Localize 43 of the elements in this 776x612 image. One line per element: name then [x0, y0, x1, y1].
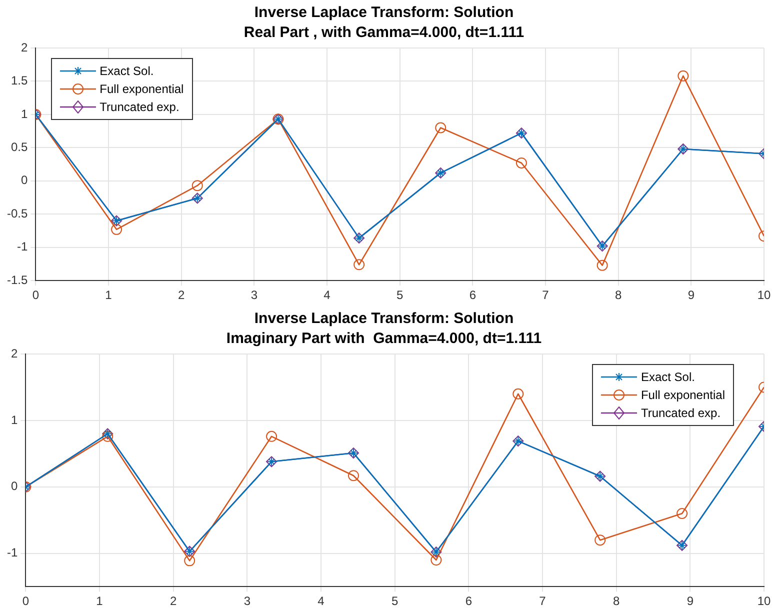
chart-title: Inverse Laplace Transform: Solution	[254, 4, 514, 22]
x-tick-label: 5	[391, 594, 398, 608]
y-tick-label: -0.5	[6, 206, 28, 220]
x-tick-label: 2	[170, 594, 177, 608]
x-tick-label: 3	[244, 594, 251, 608]
x-tick-label: 4	[324, 288, 331, 302]
x-tick-label: 9	[688, 288, 695, 302]
x-tick-label: 4	[318, 594, 325, 608]
chart-subtitle: Imaginary Part with Gamma=4.000, dt=1.111	[226, 330, 542, 348]
x-tick-label: 6	[469, 288, 476, 302]
x-tick-label: 1	[96, 594, 104, 608]
x-tick-label: 1	[105, 288, 112, 302]
y-tick-label: 2	[10, 346, 18, 360]
legend-label: Full exponential	[640, 387, 725, 404]
y-tick-label: 1	[20, 106, 28, 121]
x-tick-label: 10	[757, 288, 771, 302]
y-tick-label: 2	[20, 40, 28, 54]
x-tick-label: 8	[612, 594, 620, 608]
x-tick-label: 6	[465, 594, 472, 608]
legend-label: Exact Sol.	[640, 369, 695, 386]
x-tick-label: 8	[614, 288, 622, 302]
x-tick-label: 7	[539, 594, 546, 608]
y-tick-label: 0.5	[10, 140, 28, 154]
x-tick-label: 10	[757, 594, 771, 608]
x-tick-label: 0	[32, 288, 40, 302]
y-tick-label: -1	[7, 546, 18, 560]
legend-label: Exact Sol.	[100, 63, 154, 80]
y-tick-label: -1.5	[6, 272, 28, 287]
y-tick-label: 1.5	[10, 74, 28, 88]
y-tick-label: 0	[10, 479, 18, 494]
legend-label: Truncated exp.	[640, 405, 721, 422]
x-tick-label: 9	[686, 594, 694, 608]
x-tick-label: 5	[396, 288, 404, 302]
legend-label: Full exponential	[100, 81, 184, 98]
y-tick-label: -1	[17, 240, 28, 254]
y-tick-label: 0	[20, 173, 28, 188]
x-tick-label: 2	[178, 288, 185, 302]
y-tick-label: 1	[10, 412, 18, 427]
x-tick-label: 7	[542, 288, 550, 302]
x-tick-label: 3	[250, 288, 258, 302]
legend-label: Truncated exp.	[100, 99, 180, 116]
chart-subtitle: Real Part , with Gamma=4.000, dt=1.111	[244, 24, 524, 42]
chart-title: Inverse Laplace Transform: Solution	[254, 310, 514, 328]
